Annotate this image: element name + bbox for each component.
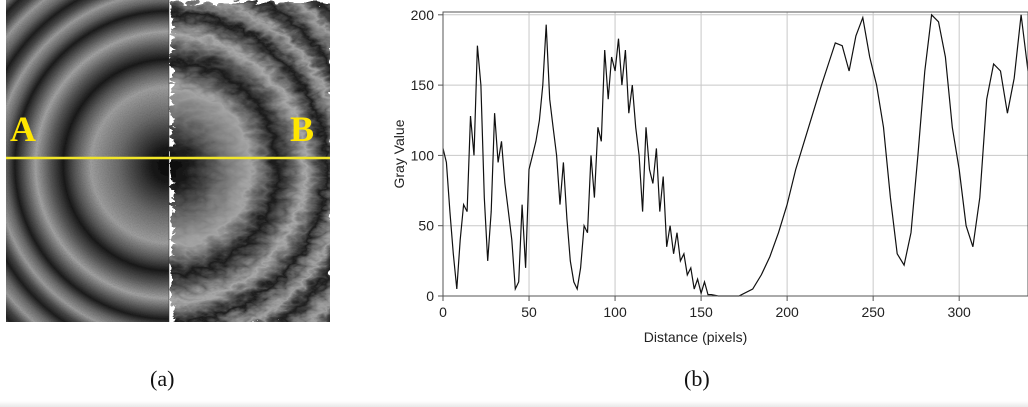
y-tick-label: 200: [411, 7, 435, 23]
gray-value-series-line: [442, 13, 1028, 297]
caption-b: (b): [684, 366, 710, 391]
x-tick-label: 250: [861, 304, 885, 320]
point-a-label: A: [10, 109, 36, 149]
interferogram-svg: [6, 0, 330, 322]
x-axis-title: Distance (pixels): [644, 329, 747, 345]
x-tick-label: 300: [947, 304, 971, 320]
x-tick-label: 100: [603, 304, 627, 320]
plot-frame: [442, 11, 1028, 297]
y-tick-label: 100: [411, 147, 435, 163]
bottom-strip: [0, 401, 1028, 407]
point-b-label: B: [290, 109, 315, 149]
y-tick-label: 0: [426, 288, 434, 304]
caption-a: (a): [150, 366, 175, 391]
gray-value-plot: 0 50 100 150 200 250 300 0 50 100 150 200 Distance …: [378, 0, 1028, 360]
x-tick-label: 0: [439, 304, 447, 320]
x-tick-label: 50: [521, 304, 537, 320]
interferogram-image: [6, 0, 330, 322]
plot-grid: [442, 12, 1028, 297]
y-axis-title: Gray Value: [391, 119, 407, 188]
y-tick-label: 50: [418, 218, 434, 234]
plot-ticks: 0 50 100 150 200 250 300 0 50 100 150 200: [411, 7, 971, 320]
x-tick-label: 150: [689, 304, 713, 320]
y-tick-label: 150: [411, 77, 435, 93]
x-tick-label: 200: [775, 304, 799, 320]
plot-svg: 0 50 100 150 200 250 300 0 50 100 150 200 Distance …: [391, 7, 1028, 345]
